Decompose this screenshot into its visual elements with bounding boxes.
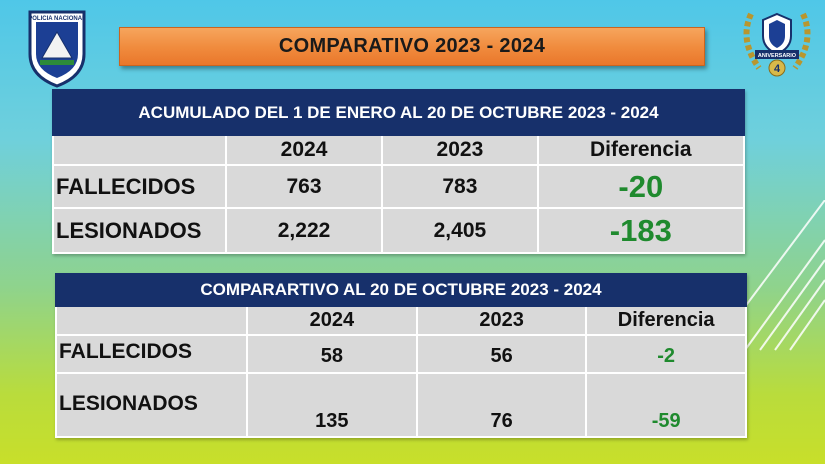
row-label-fallecidos: FALLECIDOS [55, 334, 248, 374]
table-row: FALLECIDOS 763 783 -20 [52, 164, 746, 209]
table-acumulado-header: ACUMULADO DEL 1 DE ENERO AL 20 DE OCTUBR… [52, 89, 745, 136]
page-title: COMPARATIVO 2023 - 2024 [119, 27, 705, 66]
column-header-diferencia: Diferencia [536, 134, 746, 166]
cell-diferencia: -183 [536, 207, 746, 254]
row-label-lesionados: LESIONADOS [52, 207, 227, 254]
table-row: LESIONADOS 2,222 2,405 -183 [52, 207, 746, 254]
row-label-fallecidos: FALLECIDOS [52, 164, 227, 209]
column-header-2024: 2024 [245, 305, 419, 336]
row-label-lesionados: LESIONADOS [55, 372, 248, 438]
cell-diferencia: -2 [585, 334, 747, 374]
cell-2024: 763 [224, 164, 384, 209]
svg-text:4: 4 [774, 63, 781, 75]
laurel-icon: ANIVERSARIO 4 [743, 12, 811, 77]
cell-diferencia: -59 [585, 372, 747, 438]
policia-nacional-logo: POLICIA NACIONAL [26, 8, 88, 88]
column-header-2024: 2024 [224, 134, 384, 166]
cell-2023: 56 [416, 334, 588, 374]
table-row: FALLECIDOS 58 56 -2 [55, 334, 747, 374]
shield-icon: POLICIA NACIONAL [28, 10, 86, 88]
anniversary-emblem: ANIVERSARIO 4 [737, 6, 817, 80]
column-header-blank [52, 134, 227, 166]
cell-2024: 2,222 [224, 207, 384, 254]
cell-2023: 2,405 [381, 207, 539, 254]
svg-text:ANIVERSARIO: ANIVERSARIO [758, 53, 797, 59]
cell-2024: 58 [245, 334, 419, 374]
column-header-2023: 2023 [416, 305, 588, 336]
table-row: LESIONADOS 135 76 -59 [55, 372, 747, 438]
cell-2024: 135 [245, 372, 419, 438]
table-comparativo-header: COMPARARTIVO AL 20 DE OCTUBRE 2023 - 202… [55, 273, 747, 307]
decorative-stripes [735, 200, 825, 351]
svg-text:POLICIA NACIONAL: POLICIA NACIONAL [28, 16, 86, 22]
cell-2023: 76 [416, 372, 588, 438]
column-header-2023: 2023 [381, 134, 539, 166]
table-acumulado: ACUMULADO DEL 1 DE ENERO AL 20 DE OCTUBR… [52, 89, 746, 254]
column-header-blank [55, 305, 248, 336]
table-comparativo: COMPARARTIVO AL 20 DE OCTUBRE 2023 - 202… [55, 273, 747, 438]
cell-2023: 783 [381, 164, 539, 209]
column-header-diferencia: Diferencia [585, 305, 747, 336]
cell-diferencia: -20 [536, 164, 746, 209]
